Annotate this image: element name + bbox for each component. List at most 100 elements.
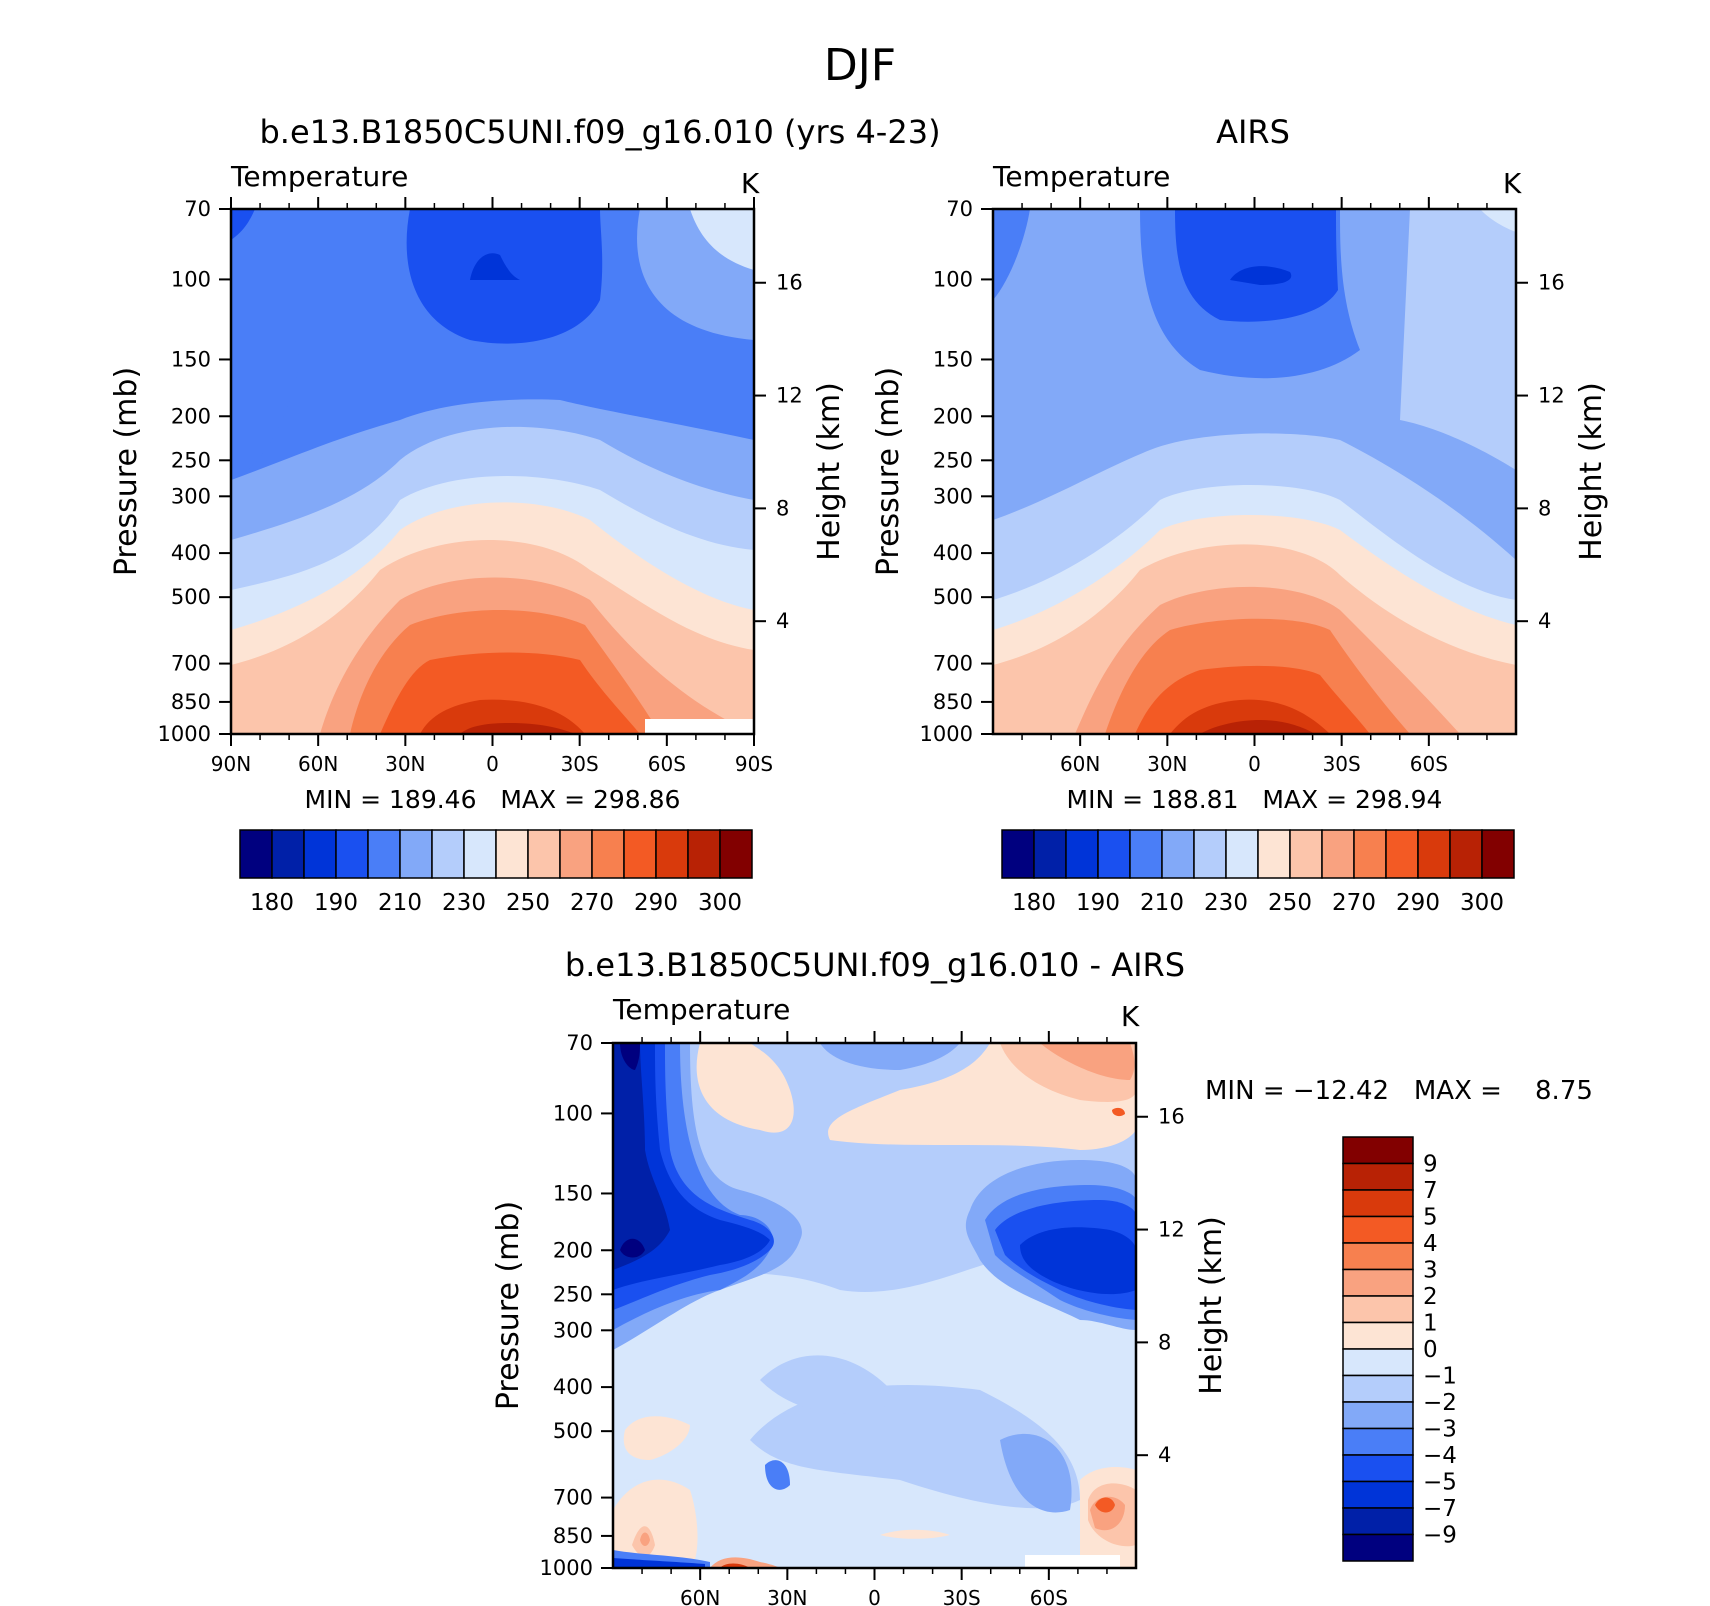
diff-colorbar-swatch [1342,1480,1414,1509]
diff-colorbar-label: −2 [1423,1390,1457,1416]
model-ytick-label: 400 [171,541,211,565]
model-ytick-label: 1000 [158,722,211,746]
model-colorbar-label: 290 [634,890,678,916]
model-ytick-label: 850 [171,690,211,714]
obs-colorbar-swatch [1065,829,1099,879]
obs-colorbar-swatch [1033,829,1067,879]
model-colorbar-swatch [271,829,305,879]
obs-ytick-right-label: 8 [1538,496,1551,520]
obs-ytick-label: 100 [933,267,973,291]
obs-colorbar-swatch [1417,829,1451,879]
model-colorbar-swatch [655,829,689,879]
diff-colorbar-label: −3 [1423,1417,1457,1443]
diff-colorbar-swatch [1342,1374,1414,1403]
diff-xtick-label: 30N [767,1586,807,1606]
obs-colorbar-swatch [1225,829,1259,879]
panel-obs-units: K [1503,167,1522,200]
diff-colorbar-label: 3 [1423,1258,1438,1284]
panel-model-left-string: Temperature [230,160,408,193]
diff-ytick-label: 850 [553,1524,593,1548]
diff-ytick-label: 250 [553,1282,593,1306]
model-xtick-label: 60N [298,752,338,776]
model-colorbar-swatch [687,829,721,879]
obs-ytick-label: 200 [933,404,973,428]
panel-diff-units: K [1121,1000,1140,1033]
obs-ytick-right-label: 16 [1538,271,1565,295]
diff-colorbar-swatch [1342,1162,1414,1191]
diff-colorbar-label: −1 [1423,1364,1457,1390]
model-colorbar-label: 190 [314,890,358,916]
model-colorbar-swatch [591,829,625,879]
model-ytick-label: 100 [171,267,211,291]
panel-obs: AIRS Temperature K [991,113,1522,736]
obs-colorbar-swatch [1321,829,1355,879]
model-colorbar-swatch [399,829,433,879]
model-ylabel: Pressure (mb) [109,367,144,576]
model-colorbar-swatch [495,829,529,879]
diff-ytick-label: 400 [553,1375,593,1399]
panel-obs-title: AIRS [1216,113,1290,151]
obs-colorbar-swatch [1385,829,1419,879]
diff-colorbar-label: 9 [1423,1152,1438,1178]
diff-xtick-label: 60S [1030,1586,1068,1606]
model-ytick-right-label: 4 [776,609,789,633]
model-colorbar-label: 300 [698,890,742,916]
obs-ytick-label: 300 [933,484,973,508]
model-ytick-right-label: 8 [776,496,789,520]
diff-ytick-label: 100 [553,1101,593,1125]
obs-ytick-right-label: 4 [1538,609,1551,633]
panel-obs-left-string: Temperature [992,160,1170,193]
obs-xtick-label: 30S [1323,752,1361,776]
model-colorbar-label: 230 [442,890,486,916]
diff-colorbar-swatch [1342,1295,1414,1324]
diff-ytick-right-label: 4 [1158,1443,1171,1467]
diff-colorbar-label: 5 [1423,1205,1438,1231]
diff-colorbar-label: −9 [1423,1523,1457,1549]
obs-ytick-label: 500 [933,585,973,609]
diff-colorbar-label: 2 [1423,1284,1438,1310]
obs-colorbar-swatch [1193,829,1227,879]
model-colorbar-label: 180 [250,890,294,916]
diff-colorbar-swatch [1342,1507,1414,1536]
obs-colorbar-label: 290 [1396,890,1440,916]
model-colorbar-label: 210 [378,890,422,916]
model-colorbar-swatch [527,829,561,879]
diff-colorbar-swatch [1342,1427,1414,1456]
obs-colorbar-label: 210 [1140,890,1184,916]
diff-xtick-label: 30S [943,1586,981,1606]
obs-ytick-label: 70 [946,197,973,221]
panel-model: b.e13.B1850C5UNI.f09_g16.010 (yrs 4-23) … [229,113,941,736]
model-ytick-right-label: 16 [776,271,803,295]
model-ytick-label: 150 [171,347,211,371]
model-ylabel-right: Height (km) [812,382,847,561]
model-stats: MIN = 189.46 MAX = 298.86 [305,785,681,814]
obs-ytick-label: 400 [933,541,973,565]
obs-colorbar-label: 180 [1012,890,1056,916]
model-xtick-label: 90N [211,752,251,776]
diff-colorbar-swatch [1342,1454,1414,1483]
model-xtick-label: 0 [486,752,499,776]
page-title: DJF [824,40,896,91]
diff-colorbar-label: 1 [1423,1311,1438,1337]
model-ytick-label: 70 [184,197,211,221]
model-ytick-label: 700 [171,652,211,676]
obs-colorbar-swatch [1353,829,1387,879]
obs-colorbar-swatch [1129,829,1163,879]
model-colorbar-swatch [335,829,369,879]
obs-ylabel: Pressure (mb) [871,367,906,576]
diff-xtick-label: 60N [680,1586,720,1606]
obs-colorbar-swatch [1289,829,1323,879]
model-colorbar-swatch [431,829,465,879]
obs-colorbar-swatch [1161,829,1195,879]
diff-ylabel-right: Height (km) [1194,1216,1229,1395]
diff-ytick-label: 700 [553,1486,593,1510]
model-xtick-label: 30N [385,752,425,776]
model-xtick-label: 90S [735,752,773,776]
obs-stats: MIN = 188.81 MAX = 298.94 [1067,785,1443,814]
model-colorbar-label: 250 [506,890,550,916]
model-colorbar-swatch [463,829,497,879]
obs-colorbar-label: 300 [1460,890,1504,916]
obs-colorbar-swatch [1257,829,1291,879]
diff-ytick-right-label: 12 [1158,1218,1185,1242]
model-ytick-label: 500 [171,585,211,609]
